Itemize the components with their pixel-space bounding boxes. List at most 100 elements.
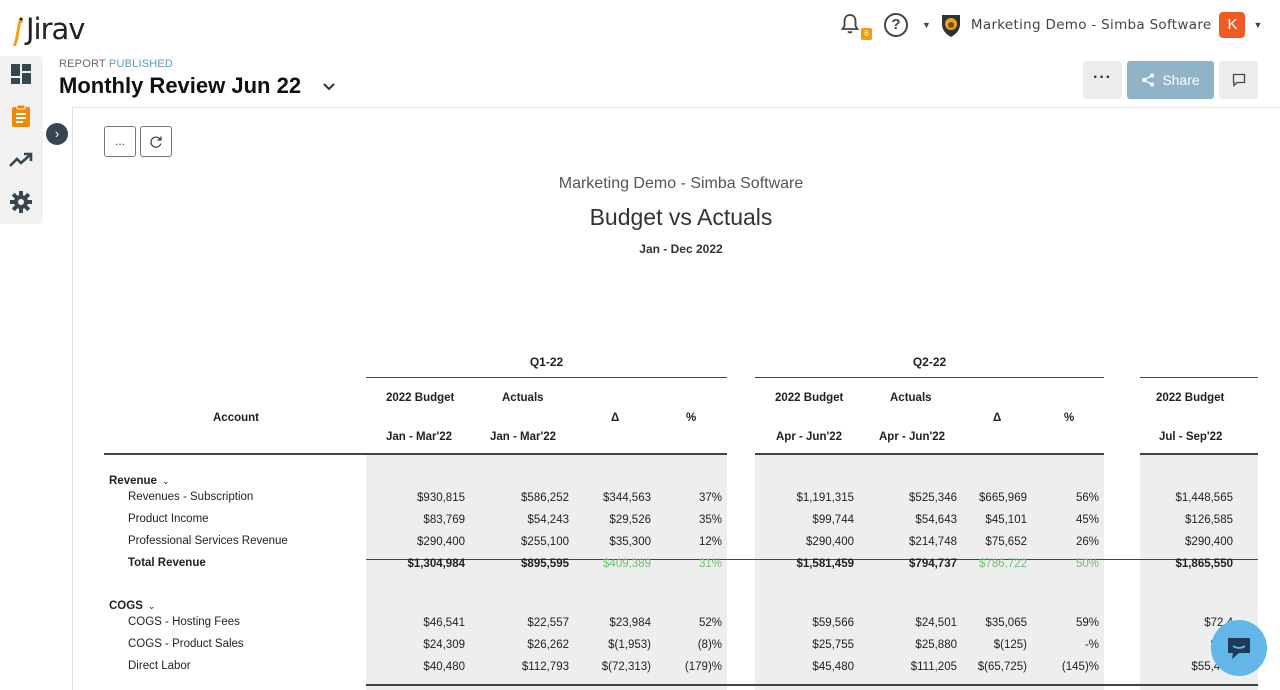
quarter-rule xyxy=(366,377,727,378)
q1-cell: $54,243 xyxy=(527,514,569,526)
q3-cell: $1,448,565 xyxy=(1175,492,1233,504)
q2-cell: $525,346 xyxy=(909,492,957,504)
q3-cell: $1,865,550 xyxy=(1175,558,1233,570)
q1-cell: $112,793 xyxy=(521,661,569,673)
report-heading: Budget vs Actuals xyxy=(589,204,773,230)
chat-support-button[interactable] xyxy=(1211,620,1267,676)
expand-panel-chevron-icon[interactable]: › xyxy=(46,123,68,145)
q1-cell: 31% xyxy=(698,558,722,570)
q2-cell: $35,065 xyxy=(985,617,1027,629)
report-period: Jan - Dec 2022 xyxy=(639,242,723,256)
trending-up-icon xyxy=(9,152,33,167)
organization-switcher[interactable]: ▼ Marketing Demo - Simba Software K ▼ xyxy=(922,12,1262,38)
account-label: COGS - Hosting Fees xyxy=(128,616,240,628)
q1-cell: $26,262 xyxy=(527,639,569,651)
gear-icon xyxy=(10,191,32,213)
q1-cell: (8)% xyxy=(697,639,722,651)
header-divider xyxy=(72,107,1280,108)
help-icon[interactable]: ? xyxy=(884,13,908,37)
q2-cell: $290,400 xyxy=(806,536,854,548)
q1-cell: $35,300 xyxy=(609,536,651,548)
q2-cell: $45,101 xyxy=(985,514,1027,526)
share-icon xyxy=(1142,73,1155,87)
column-subheader: Apr - Jun'22 xyxy=(879,431,945,443)
dashboard-nav-item[interactable] xyxy=(9,62,33,86)
q2-cell: 50% xyxy=(1075,558,1099,570)
q1-cell: $409,389 xyxy=(603,558,651,570)
quarter-header: Q2-22 xyxy=(912,355,947,369)
q1-cell: $(1,953) xyxy=(608,639,651,651)
q3-cell: $126,585 xyxy=(1185,514,1233,526)
q2-cell: $25,880 xyxy=(915,639,957,651)
q1-cell: $83,769 xyxy=(423,514,465,526)
dashboard-icon xyxy=(11,64,31,84)
account-label: Direct Labor xyxy=(128,660,191,672)
q1-cell: $22,557 xyxy=(527,617,569,629)
q1-cell: $40,480 xyxy=(423,661,465,673)
q2-cell: 45% xyxy=(1075,514,1099,526)
q2-cell: 59% xyxy=(1075,617,1099,629)
user-avatar[interactable]: K xyxy=(1219,12,1246,38)
q1-cell: $290,400 xyxy=(417,536,465,548)
q1-cell: $1,304,984 xyxy=(407,558,465,570)
q2-cell: $59,566 xyxy=(812,617,854,629)
notification-count-badge: 6 xyxy=(861,28,872,40)
column-header: % xyxy=(1064,412,1075,424)
q2-cell: $99,744 xyxy=(812,514,854,526)
report-options-button[interactable]: ... xyxy=(104,126,136,157)
caret-down-icon[interactable]: ▼ xyxy=(1253,20,1263,30)
caret-down-icon: ⌄ xyxy=(161,476,170,486)
column-header: Actuals xyxy=(890,392,932,404)
q2-cell: $111,205 xyxy=(910,661,957,673)
cogs-group-toggle[interactable]: COGS ⌄ xyxy=(109,600,155,612)
reports-nav-item[interactable] xyxy=(9,104,33,128)
column-subheader: Jan - Mar'22 xyxy=(386,431,453,443)
refresh-button[interactable] xyxy=(140,126,172,157)
q1-cell: 37% xyxy=(698,492,722,504)
chat-bubble-icon xyxy=(1228,638,1250,659)
giraffe-logo-icon xyxy=(13,17,23,46)
q1-cell: $(72,313) xyxy=(601,661,651,673)
q1-cell: 52% xyxy=(698,617,722,629)
q2-cell: $(65,725) xyxy=(977,661,1027,673)
quarter-rule xyxy=(1140,377,1258,378)
column-header: 2022 Budget xyxy=(386,392,455,404)
q1-cell: $46,541 xyxy=(423,617,465,629)
q2-cell: $54,643 xyxy=(915,514,957,526)
report-title[interactable]: Monthly Review Jun 22 xyxy=(59,73,302,98)
q1-cell: (179)% xyxy=(684,661,722,673)
q2-cell: $75,652 xyxy=(985,536,1027,548)
column-header: 2022 Budget xyxy=(775,392,844,404)
quarter-header: Q1-22 xyxy=(529,355,564,369)
q1-column-shading xyxy=(366,455,727,690)
q2-cell: $214,748 xyxy=(909,536,957,548)
column-subheader: Jul - Sep'22 xyxy=(1159,431,1223,443)
share-button[interactable]: Share xyxy=(1127,61,1214,99)
chevron-down-icon[interactable] xyxy=(322,80,336,94)
q2-cell: 26% xyxy=(1075,536,1099,548)
report-company-name: Marketing Demo - Simba Software xyxy=(558,175,804,192)
header-rule xyxy=(755,453,1104,455)
notifications-button[interactable]: 6 xyxy=(838,12,872,40)
clipboard-icon xyxy=(12,104,30,127)
revenue-group-toggle[interactable]: Revenue ⌄ xyxy=(109,475,169,487)
bell-icon xyxy=(840,14,860,34)
account-label: COGS - Product Sales xyxy=(128,638,244,650)
column-header: Δ xyxy=(611,412,620,424)
report-status-label: PUBLISHED xyxy=(108,58,174,70)
column-header: % xyxy=(686,412,697,424)
q1-cell: $586,252 xyxy=(521,492,569,504)
comments-button[interactable] xyxy=(1219,61,1258,99)
caret-down-icon: ⌄ xyxy=(147,601,156,611)
settings-nav-item[interactable] xyxy=(9,190,33,214)
q1-cell: $24,309 xyxy=(423,639,465,651)
q3-cell: $290,400 xyxy=(1185,536,1233,548)
q1-cell: 35% xyxy=(698,514,722,526)
q2-cell: (145)% xyxy=(1061,661,1099,673)
column-header: Actuals xyxy=(502,392,544,404)
more-options-button[interactable]: ··· xyxy=(1083,61,1122,99)
q1-cell: $255,100 xyxy=(521,536,569,548)
jirav-logo[interactable]: Jirav xyxy=(12,8,85,46)
trends-nav-item[interactable] xyxy=(9,148,33,172)
q1-cell: 12% xyxy=(698,536,722,548)
